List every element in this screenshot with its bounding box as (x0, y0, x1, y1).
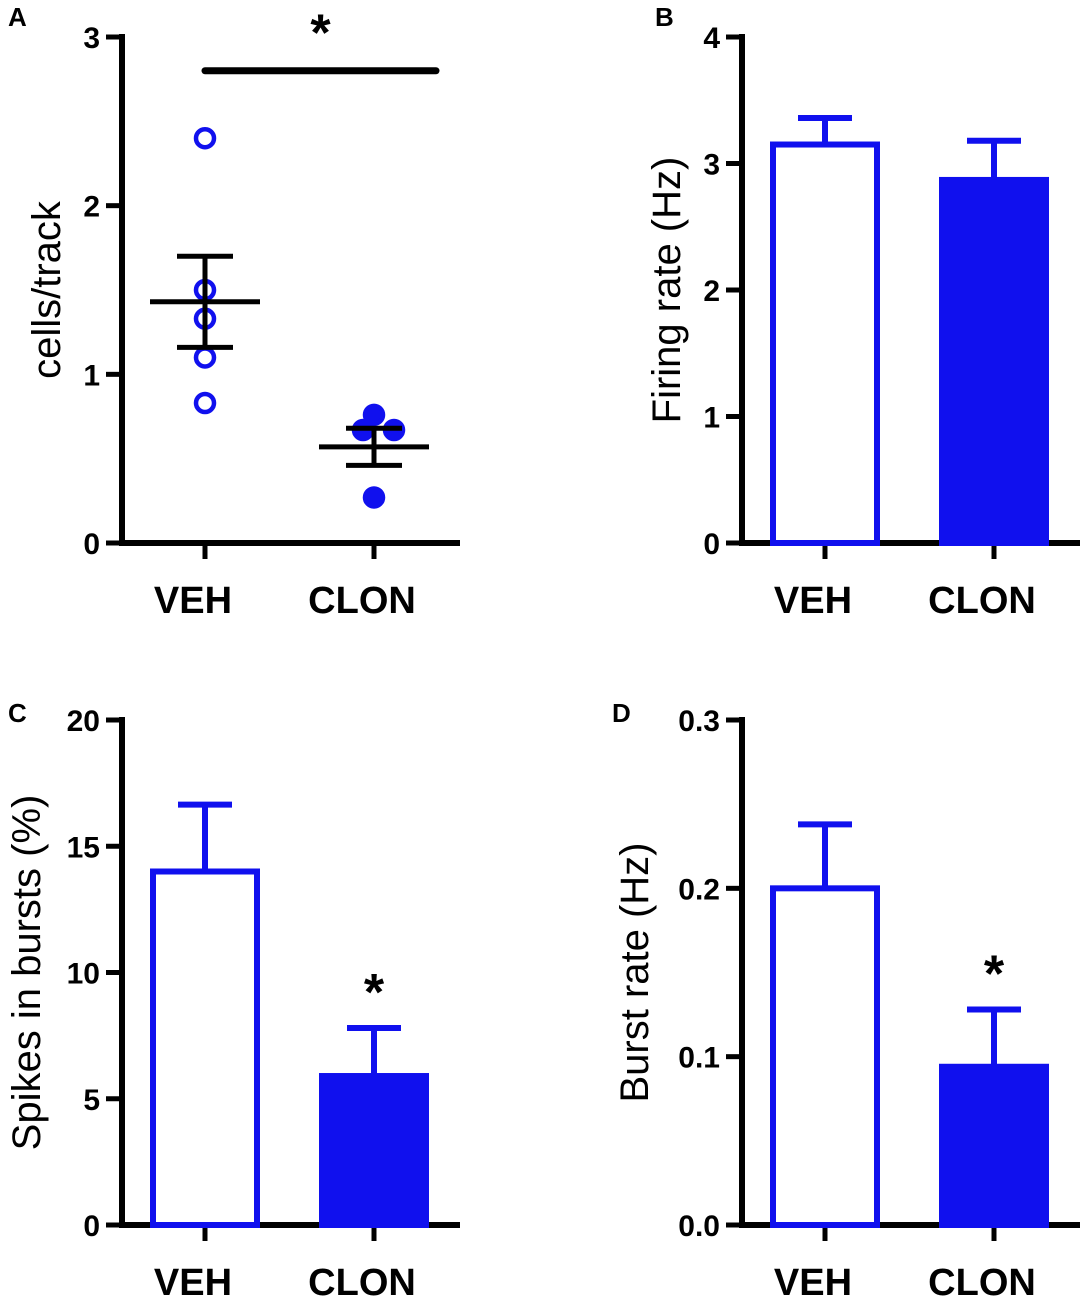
y-tick-label-b: 1 (703, 402, 720, 435)
significance-star-c: * (364, 964, 385, 1022)
y-tick-label-b: 3 (703, 149, 720, 182)
significance-star-d: * (984, 946, 1005, 1004)
y-tick-label-c: 15 (67, 831, 100, 864)
panel-label-b: B (655, 2, 674, 32)
data-point-a-veh (193, 391, 217, 415)
x-tick-label-c-clon: CLON (308, 1262, 416, 1299)
data-point-a-veh (193, 346, 217, 369)
panel-label-c: C (8, 698, 27, 728)
x-tick-label-c-veh: VEH (154, 1262, 232, 1299)
x-tick-label-d-veh: VEH (774, 1262, 852, 1299)
x-tick-label-a-clon: CLON (308, 580, 416, 622)
data-point-a-clon (362, 403, 386, 427)
x-tick-label-b-veh: VEH (774, 580, 852, 622)
bar-c-clon (319, 1073, 429, 1229)
y-axis-title-b: Firing rate (Hz) (645, 157, 689, 424)
y-tick-label-a: 1 (83, 359, 100, 392)
data-point-a-clon (362, 486, 386, 509)
y-axis-title-c: Spikes in bursts (%) (5, 795, 49, 1151)
bar-c-veh (150, 868, 260, 1228)
y-tick-label-b: 4 (703, 22, 720, 55)
y-tick-label-b: 0 (703, 528, 720, 561)
y-tick-label-d: 0.0 (678, 1210, 720, 1243)
y-tick-label-c: 0 (83, 1210, 100, 1243)
y-tick-label-d: 0.2 (678, 873, 720, 906)
y-tick-label-c: 5 (83, 1084, 100, 1117)
panel-label-d: D (612, 698, 631, 728)
y-tick-label-d: 0.3 (678, 705, 720, 738)
x-tick-label-a-veh: VEH (154, 580, 232, 622)
y-tick-label-b: 2 (703, 275, 720, 308)
x-tick-label-b-clon: CLON (928, 580, 1036, 622)
bar-d-clon (939, 1063, 1049, 1229)
panel-label-a: A (8, 2, 27, 32)
y-axis-title-d: Burst rate (Hz) (613, 842, 657, 1102)
y-tick-label-a: 3 (83, 22, 100, 55)
bar-b-veh (770, 141, 880, 546)
y-tick-label-a: 0 (83, 528, 100, 561)
y-axis-title-a: cells/track (25, 200, 69, 379)
x-tick-label-d-clon: CLON (928, 1262, 1036, 1299)
significance-star-a: * (310, 5, 331, 63)
y-tick-label-c: 20 (67, 705, 100, 738)
y-tick-label-d: 0.1 (678, 1042, 720, 1075)
y-tick-label-c: 10 (67, 958, 100, 991)
bar-d-veh (770, 885, 880, 1228)
bar-b-clon (939, 176, 1049, 546)
y-tick-label-a: 2 (83, 191, 100, 224)
data-point-a-veh (193, 126, 217, 150)
